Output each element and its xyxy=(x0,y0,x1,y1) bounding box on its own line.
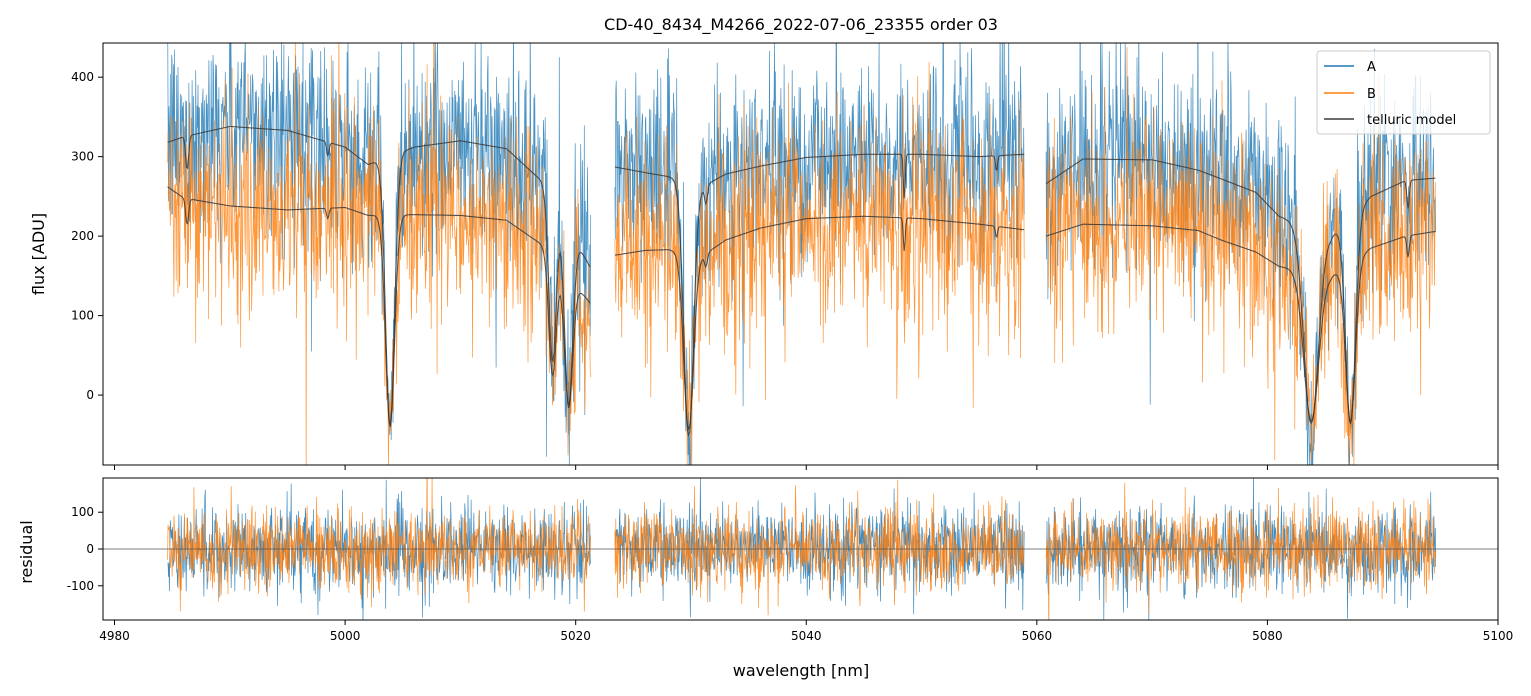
x-tick-label: 5020 xyxy=(560,629,591,643)
telluric-model-b-segment-1 xyxy=(614,215,1025,431)
flux-y-ticks: 0 100 200 300 400 xyxy=(71,70,103,402)
flux-y-axis-label: flux [ADU] xyxy=(29,213,48,295)
telluric-model-a-segment-2 xyxy=(1045,158,1436,425)
residual-b-segment-0 xyxy=(167,478,592,612)
telluric-model-a-segment-1 xyxy=(614,153,1025,437)
flux-b-segment-0 xyxy=(167,43,592,465)
residual-y-ticks: -100 0 100 xyxy=(67,505,103,593)
flux-panel: 0 100 200 300 400 flux [ADU] A B telluric mo… xyxy=(29,42,1499,470)
flux-y-tick-label: 100 xyxy=(71,309,94,323)
legend-label-model: telluric model xyxy=(1367,113,1456,128)
residual-b-segment-2 xyxy=(1045,482,1437,620)
telluric-model-a-segment-0 xyxy=(167,125,591,427)
legend: A B telluric model xyxy=(1316,50,1491,135)
flux-b-segment-2 xyxy=(1045,47,1437,465)
chart-title: CD-40_8434_M4266_2022-07-06_23355 order … xyxy=(604,15,998,35)
residual-b-segment-1 xyxy=(614,479,1025,616)
x-tick-label: 5080 xyxy=(1252,629,1283,643)
flux-x-ticks xyxy=(114,465,1499,470)
telluric-model-b-segment-2 xyxy=(1045,223,1436,423)
x-tick-label: 4980 xyxy=(99,629,130,643)
legend-label-b: B xyxy=(1367,87,1376,102)
x-tick-label: 5000 xyxy=(330,629,361,643)
legend-box xyxy=(1316,50,1491,135)
flux-y-tick-label: 400 xyxy=(71,70,94,84)
residual-a-segment-1 xyxy=(614,478,1025,618)
flux-y-tick-label: 200 xyxy=(71,229,94,243)
residual-panel: -100 0 100 4980 5000 5020 5040 5060 5080 5100 re… xyxy=(17,477,1513,680)
residual-y-tick-label: 0 xyxy=(86,542,94,556)
flux-y-tick-label: 0 xyxy=(86,388,94,402)
residual-x-ticks: 4980 5000 5020 5040 5060 5080 5100 xyxy=(99,620,1513,643)
residual-series-b xyxy=(167,478,1437,620)
residual-y-tick-label: -100 xyxy=(67,579,94,593)
flux-y-tick-label: 300 xyxy=(71,150,94,164)
telluric-model-lines xyxy=(167,125,1436,437)
residual-y-axis-label: residual xyxy=(17,520,36,583)
x-tick-label: 5100 xyxy=(1483,629,1514,643)
x-axis-label: wavelength [nm] xyxy=(733,661,870,680)
flux-panel-frame xyxy=(102,42,1499,466)
telluric-model-b-segment-0 xyxy=(167,186,591,426)
flux-series-a xyxy=(167,43,1437,465)
legend-label-a: A xyxy=(1367,60,1376,75)
x-tick-label: 5060 xyxy=(1022,629,1053,643)
residual-y-tick-label: 100 xyxy=(71,505,94,519)
x-tick-label: 5040 xyxy=(791,629,822,643)
